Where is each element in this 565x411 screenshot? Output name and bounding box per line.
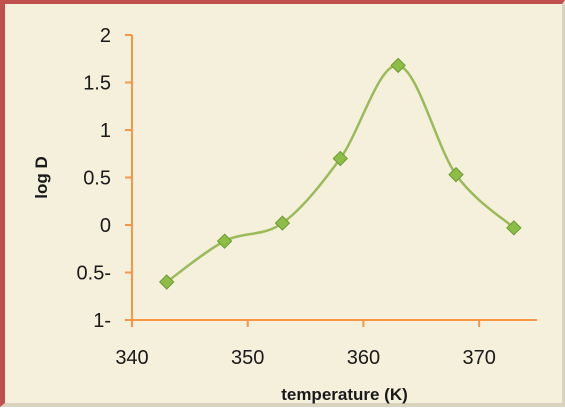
data-point <box>274 215 291 231</box>
x-axis-title: temperature (K) <box>281 385 408 404</box>
y-tick-label: 0 <box>100 215 111 237</box>
data-point <box>216 233 233 249</box>
axes <box>131 35 537 321</box>
y-axis-title: log D <box>32 156 51 199</box>
x-tick-label: 370 <box>462 347 495 369</box>
data-point <box>506 220 522 236</box>
y-axis-ticks: 2 1.5 1 0.5 0 0.5- 1- <box>77 25 132 332</box>
data-point <box>390 57 406 74</box>
data-point <box>159 274 175 290</box>
x-axis-ticks: 340 350 360 370 <box>115 320 496 369</box>
y-tick-label: 1- <box>93 310 111 332</box>
y-tick-label: 1 <box>100 120 111 142</box>
line-chart: 2 1.5 1 0.5 0 0.5- 1- 340 350 360 370 log D tempe… <box>32 25 537 404</box>
y-tick-label: 1.5 <box>83 73 111 95</box>
data-point <box>332 150 348 167</box>
y-tick-label: 0.5 <box>83 168 111 190</box>
y-tick-label: 2 <box>100 25 111 47</box>
x-tick-label: 360 <box>347 347 380 369</box>
x-tick-label: 350 <box>231 347 264 369</box>
x-tick-label: 340 <box>115 347 148 369</box>
data-point <box>448 166 464 183</box>
series-layer <box>159 57 522 290</box>
y-tick-label: 0.5- <box>77 263 111 285</box>
